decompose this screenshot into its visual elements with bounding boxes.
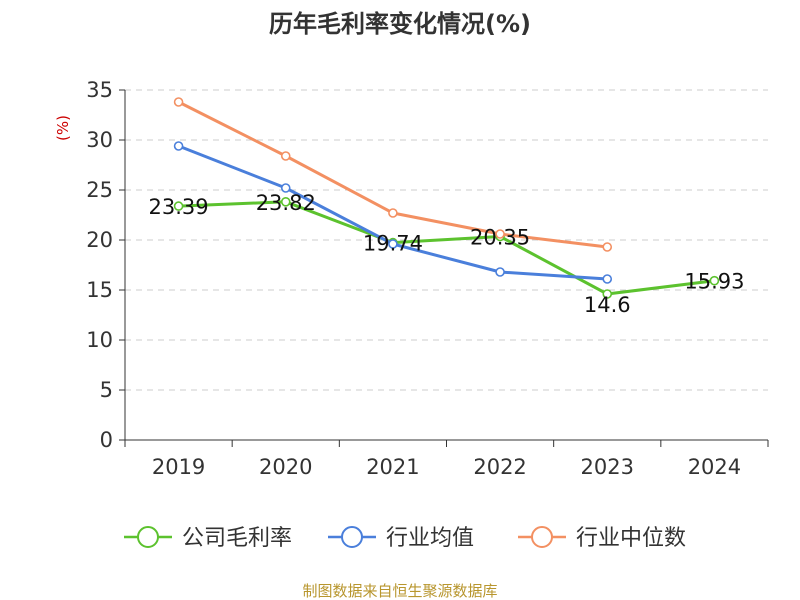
series-2-point-2021 [388,208,398,218]
data-label-2024: 15.93 [684,270,744,294]
series-0-point-2020 [280,197,291,207]
series-line-2 [177,100,608,249]
series-2 [173,97,613,252]
x-tick-label-2023: 2023 [581,455,634,479]
series-1-point-2019 [173,141,184,151]
chart-title: 历年毛利率变化情况(%) [269,10,531,38]
x-tick-label-2020: 2020 [259,455,312,479]
legend: 公司毛利率 行业均值 行业中位数 [124,526,686,551]
legend-item-2: 行业中位数 [518,526,686,551]
data-label-2020: 23.82 [256,191,316,215]
series-0-point-2024 [709,275,720,286]
series-1-point-2020 [280,183,291,193]
legend-item-1: 行业均值 [328,526,474,551]
y-tick-label-35: 35 [86,78,113,102]
legend-marker-2 [531,526,553,548]
y-tick-label-25: 25 [86,178,113,202]
data-label-2021: 19.74 [363,232,423,256]
series-0-point-2019 [173,201,184,211]
axes: 0 5 10 15 20 25 30 35 2019 2020 2021 2022 2023 2024 [86,78,769,479]
data-labels: 23.39 23.82 19.74 20.35 14.6 15.93 [149,191,745,317]
x-tick-label-2024: 2024 [688,455,741,479]
x-tick-label-2022: 2022 [473,455,526,479]
y-tick-label-15: 15 [86,278,113,302]
data-label-2023: 14.6 [584,293,631,317]
data-label-2019: 23.39 [149,195,209,219]
y-tick-label-0: 0 [100,428,113,452]
series-1 [173,141,613,284]
series-2-point-2023 [602,242,613,252]
legend-marker-0 [137,526,159,548]
y-tick-label-30: 30 [86,128,113,152]
x-tick-label-2019: 2019 [152,455,205,479]
legend-label-0: 公司毛利率 [182,526,292,551]
series-2-point-2022 [495,229,505,239]
series-1-point-2023 [602,274,613,284]
data-label-2022: 20.35 [470,226,530,250]
series-2-point-2019 [173,97,184,107]
y-tick-label-10: 10 [86,328,113,352]
series-layer [173,97,720,299]
legend-item-0: 公司毛利率 [124,526,292,551]
series-1-point-2022 [495,267,505,277]
x-tick-label-2021: 2021 [366,455,419,479]
series-2-point-2020 [280,151,291,161]
series-1-point-2021 [388,239,398,249]
y-tick-label-20: 20 [86,228,113,252]
series-0 [173,197,720,299]
series-line-0 [178,200,715,296]
source-text: 制图数据来自恒生聚源数据库 [302,582,497,600]
y-axis-label: (%) [54,115,72,141]
series-0-point-2023 [602,289,613,299]
legend-label-2: 行业中位数 [576,526,686,551]
legend-label-1: 行业均值 [386,526,474,551]
legend-marker-1 [341,526,363,548]
y-tick-label-5: 5 [100,378,113,402]
